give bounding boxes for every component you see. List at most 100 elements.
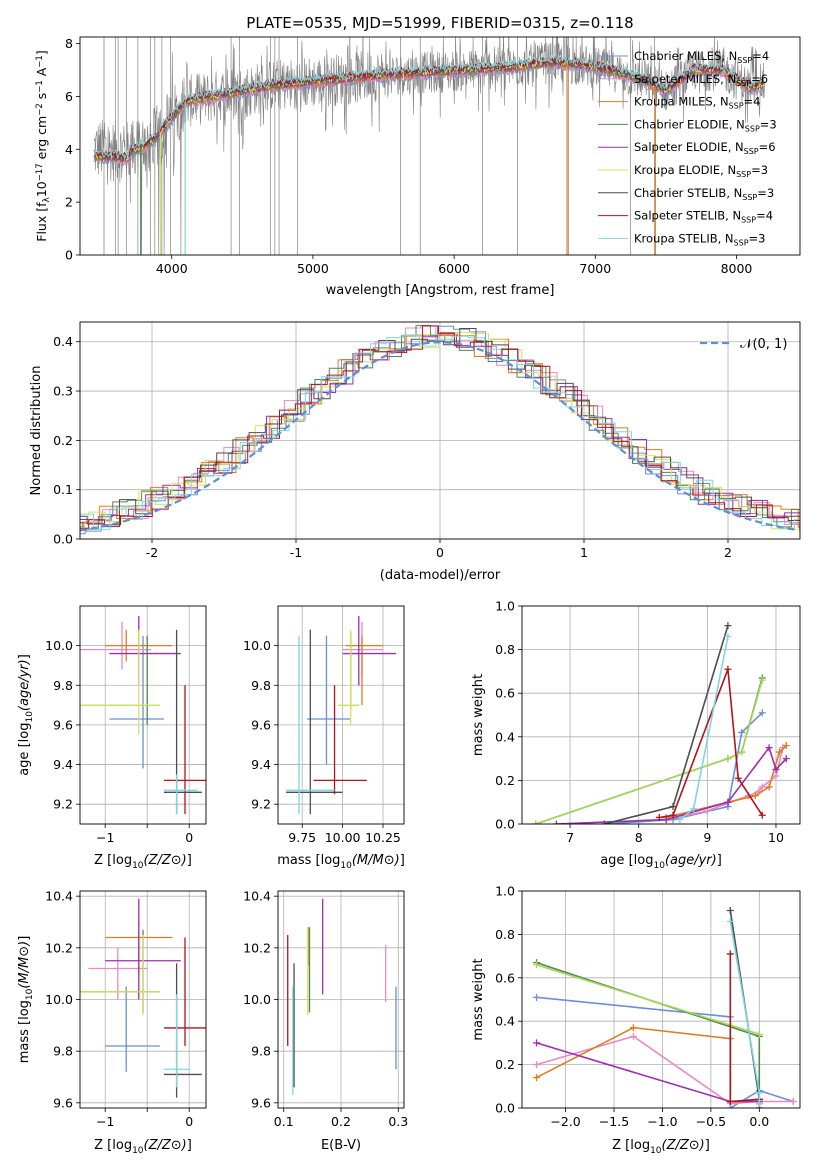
weight-marker	[738, 748, 746, 756]
weight-marker	[734, 774, 742, 782]
x-tick-label: 0.3	[388, 1114, 408, 1129]
x-tick-label: −0.5	[696, 1114, 726, 1129]
y-tick-label: 0.2	[53, 433, 73, 448]
x-tick-label: 0	[185, 830, 193, 845]
weight-line-kroupa-elodie	[535, 679, 763, 824]
y-tick-label: 9.6	[53, 717, 73, 732]
axes-frame	[521, 890, 801, 1109]
axis-label: Z [log10(Z/Z⊙)]	[94, 853, 192, 871]
legend-entry: 𝒩(0, 1)	[740, 337, 787, 352]
weight-line-chabrier-miles	[536, 996, 794, 1108]
y-tick-label: 0.2	[495, 1057, 515, 1072]
y-tick-label: 0.6	[495, 970, 515, 985]
weight-marker	[775, 748, 783, 756]
weight-marker	[533, 1061, 541, 1069]
x-tick-label: 7	[566, 830, 574, 845]
weight-marker	[738, 728, 746, 736]
y-tick-label: 0.4	[495, 1014, 515, 1029]
weight-marker	[676, 816, 684, 824]
x-tick-label: -1	[290, 545, 302, 560]
x-tick-label: 10.00	[325, 830, 361, 845]
y-tick-label: 0.2	[495, 773, 515, 788]
weight-marker	[758, 811, 766, 819]
x-tick-label: 10.25	[365, 830, 401, 845]
mass-vs-Z-axes: −1 0 9.6 9.8 10.0 10.2 10.4	[45, 889, 206, 1129]
weight-marker	[552, 820, 560, 824]
y-tick-label: 0.0	[53, 532, 73, 547]
axis-label: Z [log10(Z/Z⊙)]	[612, 1138, 710, 1156]
weight-marker	[669, 803, 677, 811]
y-tick-label: 10.4	[243, 889, 271, 904]
x-tick-label: -2	[146, 545, 158, 560]
y-tick-label: 9.8	[251, 1044, 271, 1059]
spectrum-axes: 4000 5000 6000 7000 8000 0 2 4 6 8	[65, 36, 752, 276]
y-tick-label: 9.6	[53, 1095, 73, 1110]
weight-marker	[726, 917, 734, 925]
x-tick-label: 5000	[297, 261, 329, 276]
age-vs-mass-axes: 9.75 10.00 10.25 9.2 9.4 9.6 9.8 10.0	[243, 606, 404, 845]
x-tick-label: 0	[185, 1114, 193, 1129]
weight-marker	[724, 665, 732, 673]
y-tick-label: 0.4	[53, 334, 73, 349]
weight-marker	[772, 772, 780, 780]
residuals-y-label: Normed distribution	[29, 366, 44, 496]
weight-marker	[600, 820, 608, 824]
x-tick-label: −2.0	[550, 1114, 580, 1129]
y-tick-label: 6	[65, 89, 73, 104]
x-tick-label: 6000	[438, 261, 470, 276]
weight-marker	[758, 676, 766, 684]
y-tick-label: 9.4	[53, 757, 73, 772]
y-tick-label: 10.2	[45, 940, 73, 955]
weight-marker	[724, 633, 732, 641]
weight-marker	[726, 1097, 734, 1105]
y-tick-label: 1.0	[495, 599, 515, 614]
axis-label: age [log10(age/yr)]	[600, 853, 722, 871]
legend-entry: Salpeter STELIB, NSSP=4	[634, 209, 773, 225]
legend-entry: Kroupa ELODIE, NSSP=3	[634, 163, 768, 179]
y-tick-label: 10.4	[45, 889, 73, 904]
weight-marker	[765, 783, 773, 791]
weight-marker	[533, 1074, 541, 1082]
axes-frame	[79, 321, 801, 540]
x-tick-label: 2	[724, 545, 732, 560]
hist-salpeter-stelib	[80, 325, 800, 529]
spectrum-x-label: wavelength [Angstrom, rest frame]	[326, 283, 555, 298]
x-tick-label: 7000	[579, 261, 611, 276]
weight-marker	[782, 755, 790, 763]
weight-line-salpeter-elodie	[556, 745, 787, 824]
x-tick-label: 4000	[156, 261, 188, 276]
weight-marker	[758, 709, 766, 717]
x-tick-label: 10	[768, 830, 784, 845]
y-tick-label: 0.4	[495, 729, 515, 744]
weight-marker	[690, 805, 698, 813]
axis-label: mass [log10(M/M⊙)]	[17, 936, 35, 1064]
weight-marker	[533, 993, 541, 1001]
y-tick-label: 9.8	[251, 678, 271, 693]
x-tick-label: −1	[96, 1114, 114, 1129]
spectrum-legend: Chabrier MILES, NSSP=4 Salpeter MILES, NS…	[598, 49, 777, 247]
axis-label: mass [log10(M/M⊙)]	[277, 853, 405, 871]
weight-marker	[758, 783, 766, 791]
residuals-x-label: (data-model)/error	[380, 568, 501, 583]
y-tick-label: 10.2	[243, 940, 271, 955]
legend-entry: Chabrier STELIB, NSSP=3	[634, 186, 774, 202]
y-tick-label: 0.6	[495, 686, 515, 701]
x-tick-label: 0.2	[331, 1114, 351, 1129]
model-line-salpeter-stelib	[93, 56, 765, 159]
y-tick-label: 0.0	[495, 1101, 515, 1116]
weight-marker	[789, 1097, 797, 1105]
legend-entry: Chabrier MILES, NSSP=4	[634, 49, 769, 65]
axes-frame	[521, 605, 801, 825]
weight-marker	[629, 1032, 637, 1040]
weight-marker	[662, 816, 670, 824]
axes-frame	[79, 605, 207, 825]
y-tick-label: 0.8	[495, 927, 515, 942]
y-tick-label: 9.2	[53, 797, 73, 812]
axes-frame	[277, 605, 405, 825]
legend-entry: Salpeter MILES, NSSP=6	[634, 72, 768, 88]
weight-marker	[726, 907, 734, 915]
legend-entry: Salpeter ELODIE, NSSP=6	[634, 140, 776, 156]
x-tick-label: 9	[703, 830, 711, 845]
x-tick-label: −1	[96, 830, 114, 845]
weight-marker	[533, 1039, 541, 1047]
